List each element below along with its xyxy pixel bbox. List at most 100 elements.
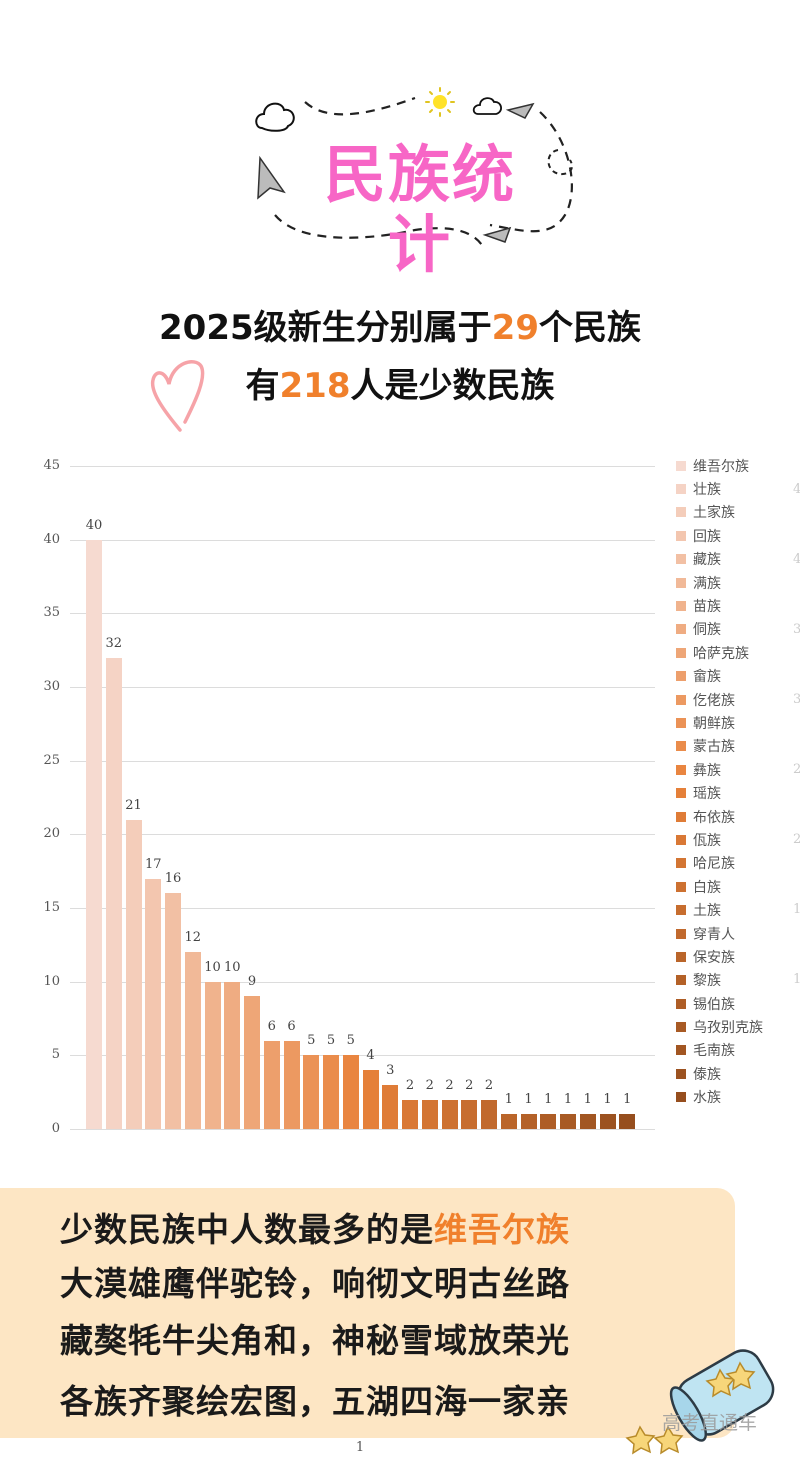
legend-item: 维吾尔族 xyxy=(676,454,800,477)
gridline xyxy=(70,466,655,467)
bar-value-label: 1 xyxy=(583,1092,592,1108)
watermark: 高考直通车 xyxy=(662,1412,758,1434)
legend-swatch xyxy=(676,834,686,845)
bar xyxy=(560,1114,576,1129)
legend-item: 苗族 xyxy=(676,594,800,617)
legend-label: 仡佬族 xyxy=(693,692,735,709)
legend-swatch xyxy=(676,881,686,892)
legend-swatch xyxy=(676,484,686,495)
legend-item: 藏族 xyxy=(676,548,800,571)
legend-item: 布依族 xyxy=(676,805,800,828)
bar-value-label: 17 xyxy=(144,856,162,872)
bar xyxy=(283,1040,300,1129)
legend-swatch xyxy=(676,554,686,565)
bar xyxy=(619,1114,636,1129)
legend-swatch xyxy=(676,694,686,705)
bar-value-label: 2 xyxy=(425,1077,434,1093)
gridline xyxy=(70,981,655,983)
legend-item: 壮族 xyxy=(676,477,800,500)
y-tick-label: 20 xyxy=(43,826,60,842)
cropped-tick-label: 1 xyxy=(793,902,800,917)
legend-swatch xyxy=(676,624,686,635)
legend-item: 土家族 xyxy=(676,501,800,524)
bar xyxy=(323,1055,339,1129)
bar xyxy=(520,1114,537,1129)
gridline xyxy=(70,1055,655,1057)
legend-swatch xyxy=(676,788,686,799)
sun-icon xyxy=(425,87,455,117)
legend-label: 土族 xyxy=(693,903,721,920)
legend-item: 哈萨克族 xyxy=(676,641,800,664)
bar-value-label: 16 xyxy=(164,871,182,887)
legend-item: 侗族 xyxy=(676,618,800,641)
gridline xyxy=(70,1129,655,1130)
bar-value-label: 40 xyxy=(85,517,103,533)
bar-value-label: 1 xyxy=(603,1092,612,1108)
legend-item: 蒙古族 xyxy=(676,735,800,758)
bar xyxy=(382,1084,399,1129)
legend-label: 藏族 xyxy=(693,552,721,569)
cropped-tick-label: 3 xyxy=(793,692,800,707)
legend-label: 布依族 xyxy=(693,809,735,826)
legend-label: 穿青人 xyxy=(693,926,735,943)
legend-item: 乌孜别克族 xyxy=(676,1015,800,1038)
summary-text: 少数民族中人数最多的是 xyxy=(60,1210,434,1249)
legend-label: 傣族 xyxy=(693,1066,721,1083)
legend-swatch xyxy=(676,998,686,1009)
y-tick-label: 35 xyxy=(43,605,60,621)
cropped-tick-label: 4 xyxy=(793,552,800,567)
y-tick-label: 10 xyxy=(43,973,60,989)
legend-label: 满族 xyxy=(693,575,721,592)
bar xyxy=(461,1099,478,1129)
poem-line-3: 藏獒牦牛尖角和，神秘雪域放荣光 xyxy=(60,1321,570,1360)
headline-text: 人是少数民族 xyxy=(350,366,555,406)
cropped-tick-label: 4 xyxy=(793,482,800,497)
bar xyxy=(263,1040,280,1129)
poem-line-2: 大漠雄鹰伴驼铃，响彻文明古丝路 xyxy=(60,1264,570,1303)
bar xyxy=(362,1070,379,1129)
legend-swatch xyxy=(676,671,686,682)
y-tick-label: 5 xyxy=(51,1047,60,1063)
legend-label: 畲族 xyxy=(693,669,721,686)
ethnic-bar-chart: 0 5 10 15 20 25 30 35 40 45 40 32 21 17 16 12 10 10 9 6 6 5 5… xyxy=(0,440,800,1455)
legend-label: 侗族 xyxy=(693,622,721,639)
headline-minority-count: 有218人是少数民族 xyxy=(0,364,800,408)
star-icon xyxy=(625,1361,756,1455)
gridline xyxy=(70,760,655,762)
poem-line-4: 各族齐聚绘宏图，五湖四海一家亲 xyxy=(60,1382,570,1421)
bar xyxy=(244,996,260,1129)
bar-value-label: 2 xyxy=(445,1077,454,1093)
legend-label: 水族 xyxy=(693,1090,721,1107)
legend-swatch xyxy=(676,975,686,986)
legend-swatch xyxy=(676,717,686,728)
legend-label: 佤族 xyxy=(693,832,721,849)
legend-item: 畲族 xyxy=(676,665,800,688)
summary-box xyxy=(0,1188,735,1438)
bar xyxy=(500,1114,517,1129)
bar-value-label: 1 xyxy=(544,1092,553,1108)
bar xyxy=(86,539,102,1129)
bar-value-label: 10 xyxy=(204,959,221,975)
bar-value-label: 32 xyxy=(105,635,123,651)
legend-swatch xyxy=(676,951,686,962)
bar xyxy=(402,1099,418,1129)
bar-value-label: 3 xyxy=(386,1062,395,1078)
legend-item: 保安族 xyxy=(676,945,800,968)
legend-item: 哈尼族 xyxy=(676,852,800,875)
bar-value-label: 10 xyxy=(223,959,241,975)
legend-swatch xyxy=(676,601,686,612)
bar xyxy=(204,981,221,1129)
gridline xyxy=(70,687,655,688)
bar-value-label: 2 xyxy=(405,1077,415,1093)
bar-value-label: 2 xyxy=(465,1077,474,1093)
legend-swatch xyxy=(676,507,686,518)
legend-label: 乌孜别克族 xyxy=(693,1020,763,1037)
legend-item: 仡佬族 xyxy=(676,688,800,711)
y-tick-label: 15 xyxy=(43,900,60,915)
legend-item: 黎族 xyxy=(676,969,800,992)
headline-ethnic-count: 2025级新生分别属于29个民族 xyxy=(0,306,800,350)
cropped-tick-label: 2 xyxy=(793,832,800,847)
legend-label: 白族 xyxy=(693,879,721,896)
legend-item: 瑶族 xyxy=(676,781,800,804)
headline-text: 个民族 xyxy=(538,308,641,348)
